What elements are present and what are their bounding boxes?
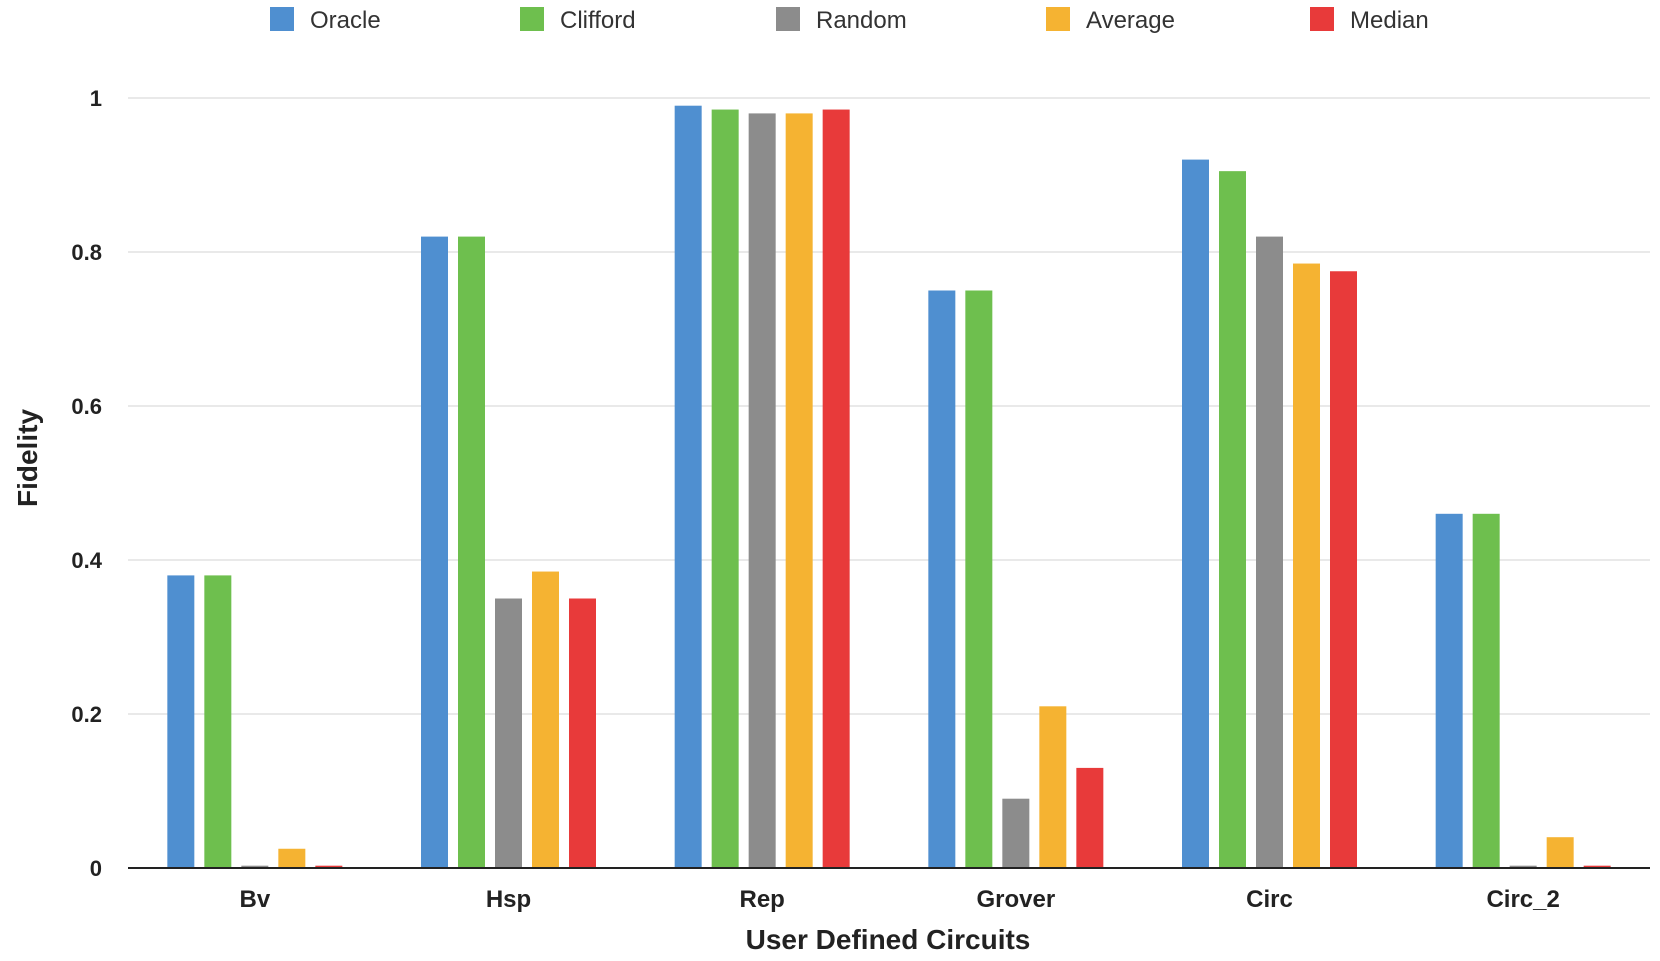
y-axis-title: Fidelity bbox=[12, 409, 43, 507]
bar-random-circ bbox=[1256, 236, 1283, 869]
gridlines bbox=[128, 97, 1650, 715]
bar-oracle-grover bbox=[928, 290, 956, 868]
bar-random-hsp bbox=[495, 598, 522, 868]
x-tick-label: Grover bbox=[976, 886, 1055, 913]
y-tick-label: 0.8 bbox=[71, 240, 102, 265]
legend-item-average: Average bbox=[1046, 7, 1175, 34]
x-tick-label: Circ bbox=[1246, 886, 1293, 913]
bar-clifford-rep bbox=[711, 109, 739, 869]
legend-label: Average bbox=[1086, 7, 1175, 34]
bar-oracle-hsp bbox=[421, 236, 448, 869]
bar-random-grover bbox=[1002, 798, 1030, 868]
bar-median-rep bbox=[822, 109, 850, 869]
bar-clifford-grover bbox=[965, 290, 993, 868]
legend-item-oracle: Oracle bbox=[270, 7, 381, 34]
legend-swatch bbox=[1310, 7, 1334, 31]
legend: Oracle Clifford Random Average Median bbox=[270, 7, 1429, 34]
bar-median-circ_2 bbox=[1583, 865, 1611, 868]
y-tick-label: 0.2 bbox=[71, 702, 102, 727]
bar-average-rep bbox=[785, 113, 813, 868]
x-tick-label: Rep bbox=[739, 886, 784, 913]
x-tick-label: Bv bbox=[239, 886, 270, 913]
bar-median-grover bbox=[1076, 767, 1104, 868]
bar-average-circ_2 bbox=[1546, 837, 1574, 868]
bar-median-hsp bbox=[569, 598, 596, 868]
x-tick-label: Hsp bbox=[486, 886, 531, 913]
legend-label: Clifford bbox=[560, 7, 636, 34]
legend-label: Oracle bbox=[310, 7, 381, 34]
y-tick-label: 0.4 bbox=[71, 548, 102, 573]
bar-clifford-hsp bbox=[458, 236, 485, 869]
bar-oracle-circ_2 bbox=[1435, 513, 1463, 868]
bar-random-bv bbox=[241, 865, 269, 868]
bars bbox=[167, 105, 1611, 869]
y-tick-label: 0.6 bbox=[71, 394, 102, 419]
legend-swatch bbox=[1046, 7, 1070, 31]
y-tick-label: 0 bbox=[90, 856, 102, 881]
legend-item-median: Median bbox=[1310, 7, 1429, 34]
x-tick-label: Circ_2 bbox=[1486, 886, 1559, 913]
x-axis-title: User Defined Circuits bbox=[746, 924, 1031, 955]
bar-median-circ bbox=[1330, 271, 1357, 868]
bar-average-grover bbox=[1039, 706, 1067, 868]
bar-clifford-bv bbox=[204, 575, 232, 868]
bar-median-bv bbox=[315, 865, 343, 868]
axes: 0 0.2 0.4 0.6 0.8 1 Bv Hsp Rep Grover Circ Circ_2 bbox=[71, 86, 1650, 913]
bar-clifford-circ bbox=[1219, 171, 1246, 868]
bar-random-rep bbox=[748, 113, 776, 868]
legend-item-random: Random bbox=[776, 7, 907, 34]
y-tick-label: 1 bbox=[90, 86, 102, 111]
bar-clifford-circ_2 bbox=[1472, 513, 1500, 868]
bar-oracle-bv bbox=[167, 575, 195, 868]
legend-swatch bbox=[520, 7, 544, 31]
bar-average-circ bbox=[1293, 263, 1320, 868]
bar-oracle-circ bbox=[1182, 159, 1209, 869]
legend-item-clifford: Clifford bbox=[520, 7, 636, 34]
bar-average-bv bbox=[278, 848, 306, 868]
bar-average-hsp bbox=[532, 571, 559, 868]
legend-label: Random bbox=[816, 7, 907, 34]
legend-swatch bbox=[270, 7, 294, 31]
legend-label: Median bbox=[1350, 7, 1429, 34]
bar-oracle-rep bbox=[674, 105, 702, 868]
bar-random-circ_2 bbox=[1509, 865, 1537, 868]
legend-swatch bbox=[776, 7, 800, 31]
